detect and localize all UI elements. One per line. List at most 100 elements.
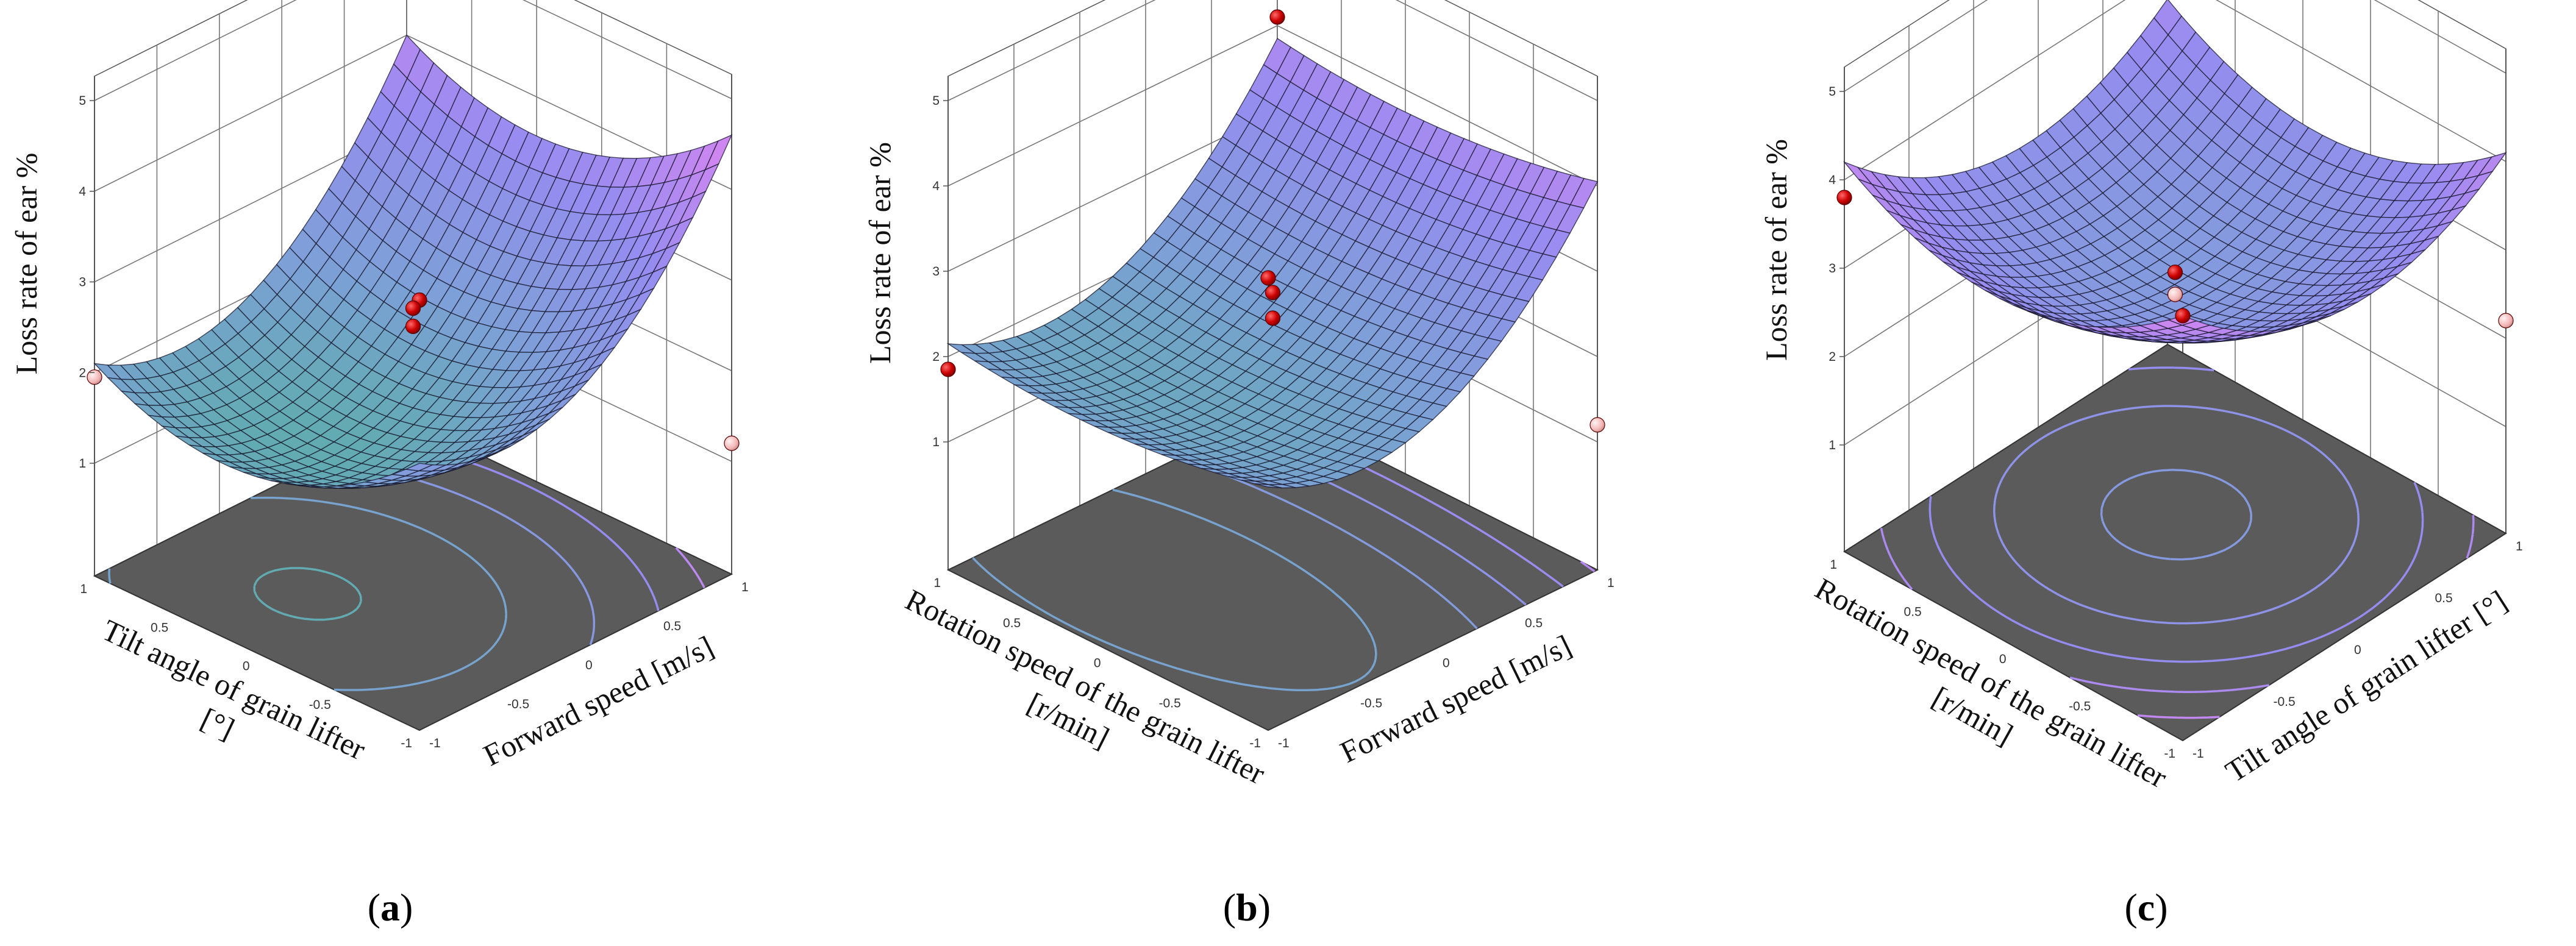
z-tick-label: 3: [932, 265, 940, 279]
response-surface: [1843, 0, 2507, 344]
x-tick-label: -1: [1278, 736, 1290, 750]
panel-label-open: (: [2124, 886, 2137, 929]
design-point: [724, 435, 740, 451]
y-tick-label: -1: [401, 736, 412, 750]
y-tick-label: 0.5: [1003, 616, 1021, 630]
chart-panel-c: 1 2 3 4 5 1 0.5 0 -0.5 -1 -1 -0.5 0 0.5 1 Loss rate of …: [1759, 0, 2523, 929]
panel-label-open: (: [368, 886, 380, 929]
z-axis-title: Loss rate of ear %: [9, 153, 43, 375]
y-tick-label: 1: [1830, 558, 1837, 572]
panel-label-close: ): [2155, 886, 2167, 929]
z-tick-label: 5: [1829, 85, 1836, 99]
y-tick-label: -0.5: [2069, 700, 2091, 714]
contour-line: [675, 547, 705, 589]
panel-label-close: ): [1258, 886, 1271, 929]
design-point: [1269, 9, 1285, 25]
z-tick-label: 2: [932, 350, 940, 364]
y-tick-label: 0: [1094, 656, 1101, 670]
y-tick-label: 1: [80, 582, 87, 596]
z-tick-label: 5: [79, 94, 86, 108]
design-point: [1265, 285, 1281, 301]
y-tick-label: -0.5: [1159, 696, 1181, 710]
panel-label-close: ): [400, 886, 413, 929]
design-point: [87, 369, 102, 385]
y-tick-label: 0.5: [151, 621, 168, 635]
wall-gridline: [1844, 0, 2506, 92]
contour-line: [1880, 515, 2475, 693]
panel-label-open: (: [1223, 886, 1236, 929]
z-tick-label: 1: [79, 457, 86, 471]
z-tick-label: 3: [1829, 261, 1836, 276]
x-tick-label: -1: [2192, 747, 2204, 761]
panel-label: (a): [368, 886, 413, 929]
contour-line: [1928, 366, 2424, 663]
contour-line: [1993, 405, 2360, 625]
x-tick-label: 1: [741, 580, 749, 594]
z-tick-label: 5: [932, 94, 940, 108]
x-tick-label: 0.5: [1525, 616, 1543, 630]
design-point: [2498, 313, 2514, 329]
z-axis-title: Loss rate of ear %: [863, 142, 897, 364]
y-tick-label: -1: [1249, 736, 1261, 750]
y-tick-label: -1: [2164, 747, 2175, 761]
z-tick-label: 2: [79, 366, 86, 380]
response-surface: [93, 34, 733, 489]
z-tick-label: 1: [1829, 438, 1836, 452]
contour-floor: [946, 408, 1599, 731]
response-surface: [946, 37, 1599, 489]
x-tick-label: 1: [2516, 539, 2523, 553]
y-tick-label: 0: [243, 660, 250, 674]
y-tick-label: -0.5: [309, 698, 331, 712]
y-tick-label: 0.5: [1904, 605, 1922, 619]
z-tick-label: 3: [79, 276, 86, 290]
design-point: [2167, 265, 2183, 280]
contour-line: [1580, 560, 1596, 572]
x-tick-label: 0.5: [663, 619, 681, 633]
z-tick-label: 4: [1829, 173, 1836, 187]
z-tick-label: 2: [1829, 350, 1836, 364]
design-point: [405, 301, 421, 316]
surface-cell: [1254, 483, 1282, 489]
z-axis-title: Loss rate of ear %: [1759, 139, 1793, 361]
wall-gridline: [947, 0, 1598, 101]
contour-floor: [1843, 343, 2507, 742]
design-point: [2167, 286, 2183, 302]
panel-label-letter: b: [1236, 886, 1258, 929]
x-tick-label: 0: [585, 658, 593, 672]
x-tick-label: -0.5: [1360, 696, 1382, 710]
x-tick-label: 0: [2354, 643, 2361, 657]
wall-gridline: [1844, 0, 2506, 180]
chart-panel-b: 1 2 3 4 5 1 0.5 0 -0.5 -1 -1 -0.5 0 0.5 1 Loss rate of …: [863, 0, 1614, 929]
surface-cell: [404, 463, 434, 472]
x-tick-label: 0: [1443, 656, 1450, 670]
x-tick-label: -0.5: [507, 697, 529, 711]
z-tick-label: 1: [932, 435, 940, 449]
panel-label: (b): [1223, 886, 1271, 929]
x-tick-label: 1: [1607, 576, 1614, 590]
x-tick-label: -1: [429, 736, 441, 750]
contour-line: [108, 496, 507, 691]
y-tick-label: 1: [933, 576, 941, 590]
y-tick-label: 0: [1999, 652, 2007, 666]
design-point: [2175, 308, 2191, 324]
panel-label-letter: c: [2138, 886, 2155, 929]
contour-line: [2137, 714, 2220, 719]
panel-label: (c): [2124, 886, 2167, 929]
contour-line: [253, 567, 362, 621]
contour-line: [2100, 469, 2253, 561]
chart-panel-a: 1 2 3 4 5 1 0.5 0 -0.5 -1 -1 -0.5 0 0.5 1 Loss rate of …: [9, 0, 749, 929]
wall-gridline: [947, 25, 1598, 187]
z-tick-label: 4: [79, 185, 86, 199]
design-point: [405, 318, 421, 334]
panel-label-letter: a: [380, 886, 400, 929]
x-tick-label: -0.5: [2274, 695, 2296, 709]
design-point: [1265, 310, 1281, 326]
contour-line: [972, 488, 1377, 692]
design-point: [1836, 190, 1852, 205]
x-tick-label: 0.5: [2435, 591, 2453, 605]
design-point: [940, 361, 956, 377]
wall-gridline: [94, 0, 732, 101]
design-point: [1589, 417, 1605, 433]
design-point: [1260, 270, 1276, 286]
